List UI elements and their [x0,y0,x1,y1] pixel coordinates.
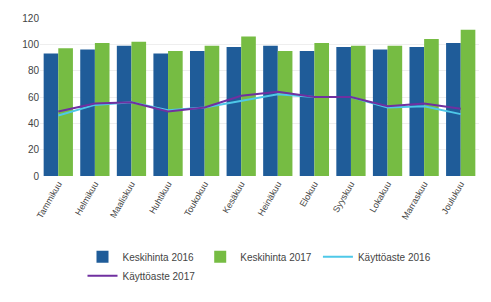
svg-text:20: 20 [28,144,40,155]
svg-text:Syyskuu: Syyskuu [331,180,357,214]
svg-text:0: 0 [33,171,39,182]
svg-text:Lokakuu: Lokakuu [367,180,393,214]
svg-text:120: 120 [22,13,39,24]
svg-text:Marraskuu: Marraskuu [400,180,430,222]
svg-text:Keskihinta 2016: Keskihinta 2016 [123,252,195,263]
svg-text:Huhtikuu: Huhtikuu [147,180,173,216]
svg-text:Toukokuu: Toukokuu [182,180,210,218]
svg-text:Käyttöaste 2017: Käyttöaste 2017 [123,271,196,282]
svg-text:80: 80 [28,65,40,76]
svg-text:Kesäkuu: Kesäkuu [221,180,247,215]
svg-text:Helmikuu: Helmikuu [73,180,100,217]
svg-text:Maaliskuu: Maaliskuu [108,180,137,220]
svg-text:40: 40 [28,118,40,129]
svg-text:Heinäkuu: Heinäkuu [256,180,284,218]
svg-text:Joulukuu: Joulukuu [440,180,467,216]
svg-text:Elokuu: Elokuu [298,180,320,209]
svg-text:60: 60 [28,92,40,103]
svg-text:100: 100 [22,39,39,50]
svg-text:Käyttöaste 2016: Käyttöaste 2016 [358,252,431,263]
svg-text:Keskihinta 2017: Keskihinta 2017 [240,252,312,263]
svg-text:Tammikuu: Tammikuu [35,180,64,221]
